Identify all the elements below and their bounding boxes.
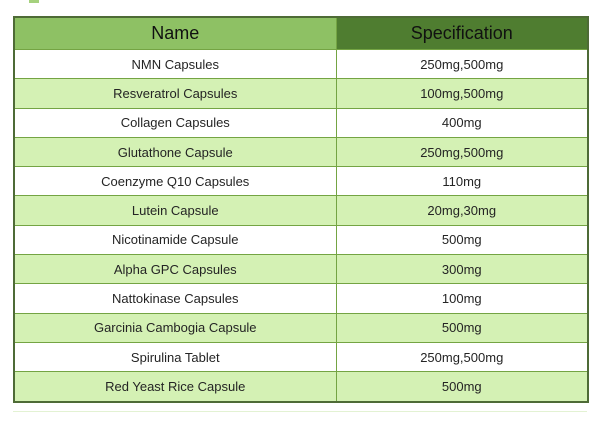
table-row: Glutathone Capsule 250mg,500mg bbox=[13, 136, 589, 168]
product-name-cell: Spirulina Tablet bbox=[13, 341, 337, 373]
top-edge-speck bbox=[29, 0, 39, 3]
table-row: Red Yeast Rice Capsule 500mg bbox=[13, 371, 589, 403]
product-name-cell: Lutein Capsule bbox=[13, 195, 337, 226]
product-spec-cell: 500mg bbox=[335, 371, 589, 403]
table-row: Nicotinamide Capsule 500mg bbox=[13, 224, 589, 256]
table-row: NMN Capsules 250mg,500mg bbox=[13, 48, 589, 80]
table-row: Nattokinase Capsules 100mg bbox=[13, 283, 589, 314]
table-row: Collagen Capsules 400mg bbox=[13, 107, 589, 138]
product-name-cell: Alpha GPC Capsules bbox=[13, 254, 337, 285]
product-name-cell: Nicotinamide Capsule bbox=[13, 224, 337, 256]
product-name-cell: Glutathone Capsule bbox=[13, 136, 337, 168]
table-shadow-line bbox=[13, 411, 587, 412]
table-row: Alpha GPC Capsules 300mg bbox=[13, 254, 589, 285]
table-row: Coenzyme Q10 Capsules 110mg bbox=[13, 166, 589, 197]
column-header-name: Name bbox=[13, 16, 337, 50]
column-header-specification: Specification bbox=[335, 16, 589, 50]
table-row: Garcinia Cambogia Capsule 500mg bbox=[13, 312, 589, 343]
product-name-cell: Red Yeast Rice Capsule bbox=[13, 371, 337, 403]
product-spec-cell: 500mg bbox=[335, 312, 589, 343]
product-spec-cell: 300mg bbox=[335, 254, 589, 285]
product-spec-cell: 20mg,30mg bbox=[335, 195, 589, 226]
product-name-cell: Coenzyme Q10 Capsules bbox=[13, 166, 337, 197]
product-spec-cell: 250mg,500mg bbox=[335, 136, 589, 168]
product-spec-cell: 500mg bbox=[335, 224, 589, 256]
product-name-cell: NMN Capsules bbox=[13, 48, 337, 80]
table-row: Resveratrol Capsules 100mg,500mg bbox=[13, 78, 589, 109]
product-name-cell: Collagen Capsules bbox=[13, 107, 337, 138]
product-spec-cell: 100mg bbox=[335, 283, 589, 314]
product-name-cell: Resveratrol Capsules bbox=[13, 78, 337, 109]
product-spec-cell: 250mg,500mg bbox=[335, 341, 589, 373]
product-spec-cell: 100mg,500mg bbox=[335, 78, 589, 109]
product-spec-cell: 400mg bbox=[335, 107, 589, 138]
table-row: Spirulina Tablet 250mg,500mg bbox=[13, 341, 589, 373]
product-spec-cell: 250mg,500mg bbox=[335, 48, 589, 80]
header-row: Name Specification bbox=[13, 16, 589, 50]
product-name-cell: Garcinia Cambogia Capsule bbox=[13, 312, 337, 343]
table-row: Lutein Capsule 20mg,30mg bbox=[13, 195, 589, 226]
product-name-cell: Nattokinase Capsules bbox=[13, 283, 337, 314]
product-specification-table: Name Specification NMN Capsules 250mg,50… bbox=[13, 16, 589, 403]
product-spec-cell: 110mg bbox=[335, 166, 589, 197]
